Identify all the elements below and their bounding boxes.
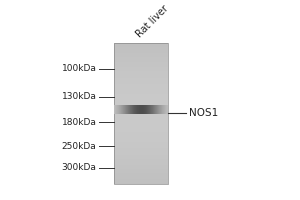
Text: 300kDa: 300kDa — [61, 163, 97, 172]
Text: Rat liver: Rat liver — [134, 4, 170, 40]
Text: 180kDa: 180kDa — [61, 118, 97, 127]
Text: NOS1: NOS1 — [189, 108, 218, 118]
Text: 130kDa: 130kDa — [61, 92, 97, 101]
Bar — [114, 43, 168, 184]
Text: 250kDa: 250kDa — [62, 142, 97, 151]
Text: 100kDa: 100kDa — [61, 64, 97, 73]
